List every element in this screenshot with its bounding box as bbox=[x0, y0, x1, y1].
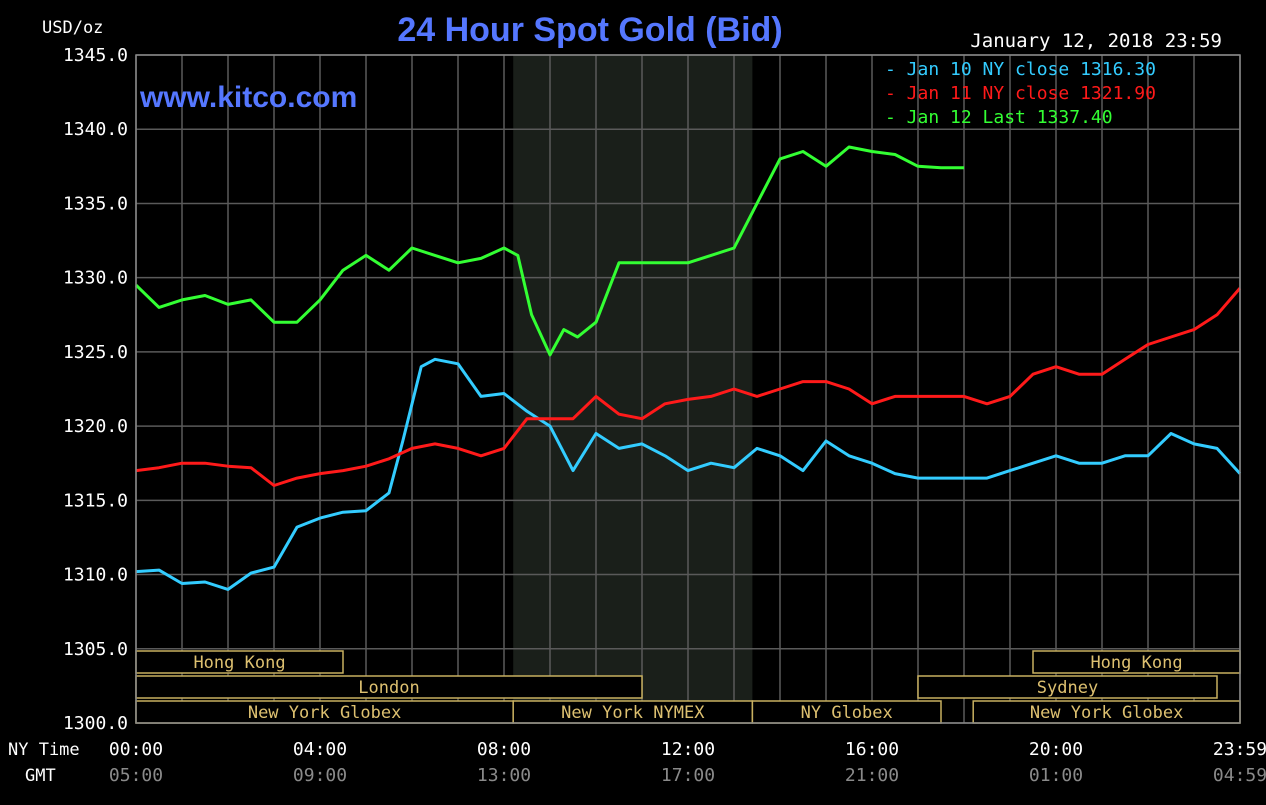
x-tick-label-gmt: 04:59 bbox=[1213, 765, 1266, 786]
y-tick-label: 1310.0 bbox=[63, 565, 128, 586]
y-axis-label: USD/oz bbox=[42, 18, 103, 38]
watermark-url: www.kitco.com bbox=[139, 81, 357, 114]
y-tick-label: 1305.0 bbox=[63, 639, 128, 660]
legend-entry: - Jan 12 Last 1337.40 bbox=[885, 107, 1113, 128]
series-line bbox=[134, 145, 964, 357]
x-tick-label-gmt: 13:00 bbox=[477, 765, 531, 786]
y-tick-label: 1335.0 bbox=[63, 193, 128, 214]
y-tick-label: 1300.0 bbox=[63, 713, 128, 734]
series-line bbox=[135, 287, 1242, 487]
market-session-box bbox=[917, 675, 1218, 699]
y-tick-label: 1325.0 bbox=[63, 342, 128, 363]
x-tick-label-ny: 08:00 bbox=[477, 739, 531, 760]
market-session-label: Sydney bbox=[1037, 678, 1098, 698]
market-session-label: New York Globex bbox=[248, 703, 402, 723]
x-tick-label-gmt: 21:00 bbox=[845, 765, 899, 786]
y-tick-label: 1320.0 bbox=[63, 416, 128, 437]
market-session-label: NY Globex bbox=[801, 703, 893, 723]
x-tick-label-ny: 04:00 bbox=[293, 739, 347, 760]
y-tick-label: 1330.0 bbox=[63, 268, 128, 289]
x-tick-label-ny: 16:00 bbox=[845, 739, 899, 760]
market-session-label: London bbox=[358, 678, 419, 698]
gmt-row-label: GMT bbox=[25, 766, 56, 786]
market-session-label: New York NYMEX bbox=[561, 703, 705, 723]
x-tick-label-ny: 23:59 bbox=[1213, 739, 1266, 760]
market-session-label: Hong Kong bbox=[193, 653, 285, 673]
y-tick-label: 1315.0 bbox=[63, 490, 128, 511]
market-session-label: New York Globex bbox=[1030, 703, 1184, 723]
legend-entry: - Jan 10 NY close 1316.30 bbox=[885, 59, 1156, 80]
x-tick-label-gmt: 17:00 bbox=[661, 765, 715, 786]
x-tick-label-gmt: 01:00 bbox=[1029, 765, 1083, 786]
y-tick-label: 1340.0 bbox=[63, 119, 128, 140]
x-tick-label-ny: 00:00 bbox=[109, 739, 163, 760]
series-line bbox=[135, 357, 1242, 591]
nymex-session-band bbox=[513, 55, 753, 723]
legend-entry: - Jan 11 NY close 1321.90 bbox=[885, 83, 1156, 104]
plot-frame bbox=[135, 54, 1241, 724]
x-tick-label-ny: 20:00 bbox=[1029, 739, 1083, 760]
x-tick-label-gmt: 09:00 bbox=[293, 765, 347, 786]
market-session-label: Hong Kong bbox=[1090, 653, 1182, 673]
chart-title: 24 Hour Spot Gold (Bid) bbox=[397, 11, 782, 49]
x-tick-label-gmt: 05:00 bbox=[109, 765, 163, 786]
x-tick-label-ny: 12:00 bbox=[661, 739, 715, 760]
ny-time-row-label: NY Time bbox=[8, 740, 80, 760]
timestamp: January 12, 2018 23:59 bbox=[970, 30, 1222, 52]
y-tick-label: 1345.0 bbox=[63, 45, 128, 66]
